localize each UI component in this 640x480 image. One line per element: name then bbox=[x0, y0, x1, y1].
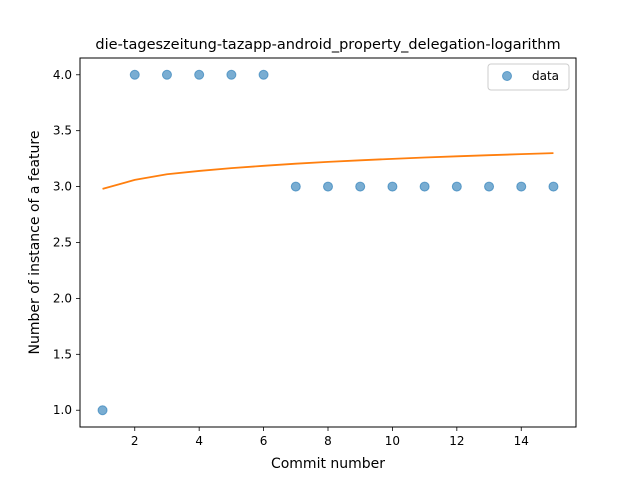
trend-line bbox=[102, 152, 554, 190]
data-point bbox=[451, 181, 462, 192]
x-tick-label: 4 bbox=[195, 434, 203, 448]
data-point bbox=[290, 181, 301, 192]
x-tick-label: 14 bbox=[514, 434, 529, 448]
y-tick-label: 1.5 bbox=[53, 347, 72, 361]
data-point bbox=[548, 181, 559, 192]
y-tick-label: 2.0 bbox=[53, 291, 72, 305]
y-tick-label: 1.0 bbox=[53, 403, 72, 417]
y-tick-label: 3.5 bbox=[53, 124, 72, 138]
data-point bbox=[387, 181, 398, 192]
x-axis-label: Commit number bbox=[271, 456, 385, 472]
legend-marker-data bbox=[502, 71, 512, 81]
data-point bbox=[516, 181, 527, 192]
y-axis-label: Number of instance of a feature bbox=[27, 131, 43, 355]
data-point bbox=[97, 405, 108, 416]
data-point bbox=[419, 181, 430, 192]
x-axis: 2 4 6 8 10 12 14 bbox=[131, 427, 529, 448]
x-tick-label: 8 bbox=[324, 434, 332, 448]
data-point bbox=[129, 69, 140, 80]
y-tick-label: 4.0 bbox=[53, 68, 72, 82]
data-point bbox=[484, 181, 495, 192]
data-point bbox=[355, 181, 366, 192]
data-point bbox=[194, 69, 205, 80]
y-axis: 1.0 1.5 2.0 2.5 3.0 3.5 4.0 bbox=[53, 68, 80, 417]
plot-frame bbox=[79, 57, 577, 428]
data-point bbox=[258, 69, 269, 80]
x-tick-label: 6 bbox=[260, 434, 268, 448]
legend-label-data: data bbox=[532, 69, 559, 83]
x-tick-label: 10 bbox=[385, 434, 400, 448]
plot-area bbox=[97, 69, 559, 416]
data-point bbox=[161, 69, 172, 80]
y-tick-label: 2.5 bbox=[53, 236, 72, 250]
legend-box bbox=[487, 63, 570, 91]
legend: data bbox=[487, 63, 570, 91]
chart-title: die-tageszeitung-tazapp-android_property… bbox=[95, 37, 560, 53]
x-tick-label: 2 bbox=[131, 434, 139, 448]
x-tick-label: 12 bbox=[449, 434, 464, 448]
data-point bbox=[323, 181, 333, 192]
data-point bbox=[226, 69, 237, 80]
y-tick-label: 3.0 bbox=[53, 180, 72, 194]
